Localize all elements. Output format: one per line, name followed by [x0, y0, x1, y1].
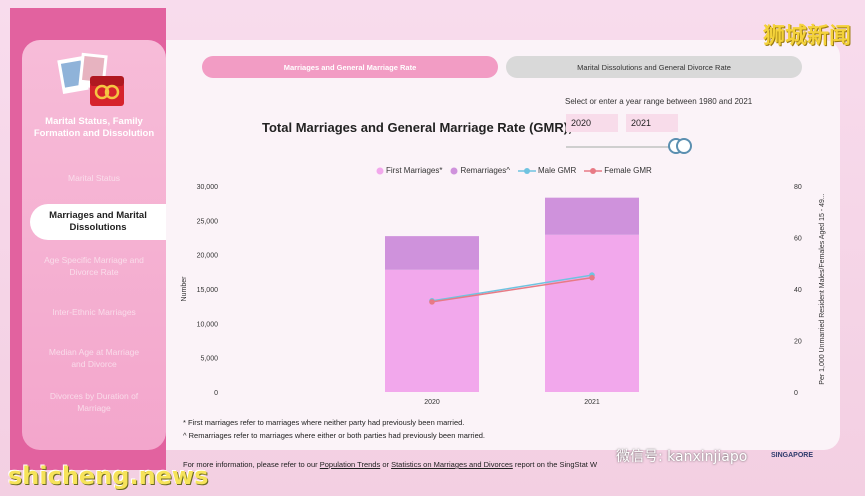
- year-range-hint: Select or enter a year range between 198…: [565, 97, 753, 106]
- y-right-tick-label: 60: [794, 236, 802, 243]
- bar-first-marriages-2020: [385, 269, 479, 392]
- population-trends-link[interactable]: Population Trends: [319, 460, 381, 469]
- bar-first-marriages-2021: [545, 234, 639, 392]
- sidebar-title: Marital Status, Family Formation and Dis…: [33, 116, 155, 139]
- watermark-top: 狮城新闻: [762, 24, 851, 49]
- chart-legend: First Marriages* Remarriages^ Male GMR F…: [376, 166, 652, 175]
- start-year-input[interactable]: 2020: [566, 114, 618, 132]
- end-year-input[interactable]: 2021: [626, 114, 678, 132]
- footer-text: For more information, please refer to ou…: [183, 460, 597, 469]
- y-tick-label: 15,000: [197, 287, 219, 294]
- sidebar-item-label: Marriages and Marital Dissolutions: [49, 210, 147, 233]
- tab-marriages[interactable]: Marriages and General Marriage Rate: [202, 56, 498, 78]
- legend-female-gmr[interactable]: Female GMR: [584, 166, 652, 175]
- chart-title: Total Marriages and General Marriage Rat…: [262, 120, 572, 135]
- footer-suffix: report on the SingStat W: [514, 460, 598, 469]
- sidebar-item-inter-ethnic[interactable]: Inter-Ethnic Marriages: [52, 307, 136, 317]
- y-tick-label: 30,000: [197, 184, 219, 191]
- y-right-tick-label: 0: [794, 390, 798, 397]
- x-tick-label: 2020: [424, 399, 440, 406]
- watermark-wechat: 微信号: kanxinjiapo: [616, 449, 748, 465]
- y-right-tick-label: 40: [794, 287, 802, 294]
- family-photo-rings-logo: [57, 52, 124, 106]
- y-right-tick-label: 80: [794, 184, 802, 191]
- x-tick-label: 2021: [584, 399, 600, 406]
- sidebar-item-divorces-duration[interactable]: Divorces by Duration of Marriage: [49, 391, 139, 413]
- main-panel: [166, 40, 840, 450]
- legend-first-marriages[interactable]: First Marriages*: [376, 166, 442, 175]
- year-slider-end-handle[interactable]: [676, 138, 692, 154]
- footer-prefix: For more information, please refer to ou…: [183, 460, 318, 469]
- y-tick-label: 0: [214, 390, 218, 397]
- y-right-tick-label: 20: [794, 339, 802, 346]
- line-male-gmr: [431, 274, 593, 302]
- legend-remarriages[interactable]: Remarriages^: [450, 166, 510, 175]
- bar-remarriages-2020: [385, 236, 479, 270]
- sidebar-item-marital-status[interactable]: Marital Status: [68, 173, 120, 183]
- footnote-first-marriages: * First marriages refer to marriages whe…: [183, 418, 465, 427]
- line-female-gmr: [431, 276, 593, 303]
- y-tick-label: 20,000: [197, 253, 219, 260]
- marriages-chart: 0 5,000 10,000 15,000 20,000 25,000 30,000 0 20 4…: [181, 184, 826, 406]
- watermark-bottom: shicheng.news: [8, 462, 209, 490]
- footer-or: or: [382, 460, 389, 469]
- y-axis-label: Number: [181, 276, 188, 302]
- point-female-gmr-2021: [589, 274, 595, 281]
- y-right-axis-label: Per 1,000 Unmarried Resident Males/Femal…: [819, 193, 826, 384]
- sidebar-item-age-specific[interactable]: Age Specific Marriage and Divorce Rate: [44, 255, 144, 277]
- y-tick-label: 10,000: [197, 321, 219, 328]
- year-slider-track[interactable]: [566, 146, 690, 148]
- legend-male-gmr[interactable]: Male GMR: [518, 166, 576, 175]
- sidebar: [22, 40, 166, 450]
- sidebar-item-marriages-dissolutions[interactable]: Marriages and Marital Dissolutions: [30, 204, 166, 240]
- y-tick-label: 25,000: [197, 218, 219, 225]
- y-tick-label: 5,000: [200, 356, 218, 363]
- singstat-logo: SINGAPORE: [771, 452, 814, 459]
- tab-dissolutions[interactable]: Marital Dissolutions and General Divorce…: [506, 56, 802, 78]
- sidebar-item-median-age[interactable]: Median Age at Marriage and Divorce: [48, 347, 140, 369]
- footnote-remarriages: ^ Remarriages refer to marriages where e…: [183, 431, 485, 440]
- point-female-gmr-2020: [429, 299, 435, 305]
- bar-remarriages-2021: [545, 197, 639, 235]
- statistics-marriages-link[interactable]: Statistics on Marriages and Divorces: [391, 460, 513, 469]
